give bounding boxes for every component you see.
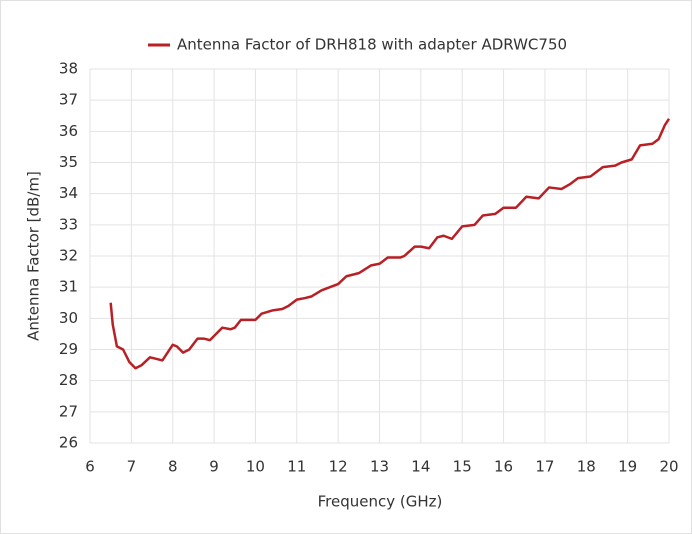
x-tick-label: 7 <box>127 458 137 476</box>
x-tick-label: 14 <box>411 458 430 476</box>
x-tick-label: 6 <box>85 458 95 476</box>
legend-label: Antenna Factor of DRH818 with adapter AD… <box>177 36 567 54</box>
x-tick-label: 8 <box>168 458 178 476</box>
y-tick-label: 37 <box>59 91 78 109</box>
x-tick-label: 9 <box>209 458 219 476</box>
y-axis-label: Antenna Factor [dB/m] <box>25 171 43 341</box>
y-tick-label: 35 <box>59 153 78 171</box>
x-tick-label: 15 <box>453 458 472 476</box>
y-tick-label: 26 <box>59 434 78 452</box>
y-tick-label: 38 <box>59 60 78 78</box>
y-tick-label: 36 <box>59 122 78 140</box>
y-tick-label: 28 <box>59 371 78 389</box>
y-tick-label: 27 <box>59 402 78 420</box>
y-tick-label: 33 <box>59 215 78 233</box>
x-tick-label: 17 <box>535 458 554 476</box>
x-tick-label: 13 <box>370 458 389 476</box>
x-tick-label: 20 <box>659 458 678 476</box>
data-line <box>109 118 671 370</box>
x-axis-label: Frequency (GHz) <box>318 493 443 511</box>
x-tick-label: 18 <box>577 458 596 476</box>
x-tick-label: 12 <box>329 458 348 476</box>
x-tick-label: 19 <box>618 458 637 476</box>
x-tick-label: 10 <box>246 458 265 476</box>
y-tick-label: 29 <box>59 340 78 358</box>
y-tick-label: 31 <box>59 278 78 296</box>
y-tick-label: 30 <box>59 309 78 327</box>
y-tick-label: 34 <box>59 184 78 202</box>
x-tick-label: 16 <box>494 458 513 476</box>
x-tick-label: 11 <box>287 458 306 476</box>
y-tick-label: 32 <box>59 247 78 265</box>
